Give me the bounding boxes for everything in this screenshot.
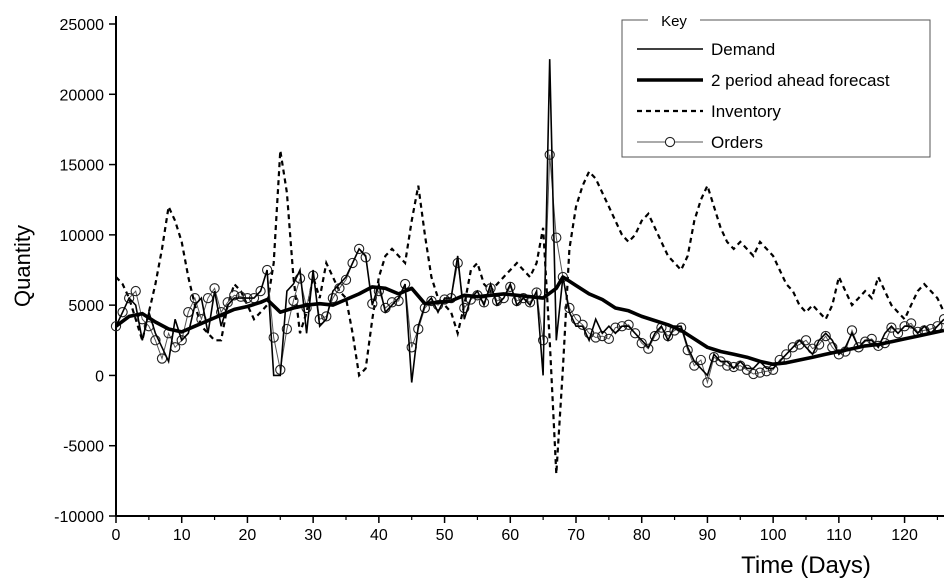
legend-label: Demand	[711, 40, 775, 59]
y-tick-label: 20000	[60, 87, 105, 104]
order-point	[800, 335, 812, 346]
order-point	[176, 335, 187, 346]
series-line	[114, 275, 944, 366]
x-ticks: 0 10 20 30 40 50 60 70 80 90 100 110 120	[112, 516, 939, 544]
x-tick-label: 10	[173, 527, 191, 544]
x-tick-label: 60	[501, 527, 519, 544]
x-tick-label: 40	[370, 527, 388, 544]
order-point	[551, 232, 562, 243]
series-orders	[110, 149, 944, 388]
y-tick-label: 25000	[60, 17, 105, 34]
y-axis-title: Quantity	[10, 225, 35, 307]
series-inventory	[115, 150, 944, 474]
legend-marker	[664, 136, 676, 148]
series-line	[115, 154, 944, 385]
legend-label: Orders	[711, 133, 763, 152]
x-axis-title: Time (Days)	[741, 552, 871, 579]
order-point	[590, 332, 601, 343]
order-point	[570, 314, 582, 325]
y-tick-label: 10000	[60, 228, 105, 245]
order-point	[123, 292, 135, 304]
legend-title-background	[648, 12, 700, 30]
order-point	[117, 307, 128, 318]
y-ticks: -10000 -5000 0 5000 10000 15000 20000 25000	[54, 17, 116, 526]
legend-frame	[621, 19, 931, 158]
order-point	[754, 367, 766, 378]
legend-title: Key	[661, 13, 687, 30]
legend-item: Inventory	[637, 102, 781, 121]
order-point	[577, 319, 588, 330]
order-point	[886, 322, 897, 333]
order-point	[288, 295, 299, 307]
order-point	[347, 257, 358, 269]
x-tick-label: 20	[239, 527, 257, 544]
order-point	[544, 149, 555, 160]
order-point	[202, 292, 214, 304]
x-tick-label: 0	[112, 527, 121, 544]
y-tick-label: -10000	[54, 509, 104, 526]
x-tick-label: 70	[567, 527, 585, 544]
order-point	[150, 335, 161, 346]
order-point	[761, 366, 772, 377]
order-point	[892, 328, 904, 339]
y-tick-label: -5000	[63, 439, 104, 456]
order-point	[110, 321, 122, 332]
y-tick-label: 5000	[68, 298, 104, 315]
x-tick-label: 100	[760, 527, 787, 544]
legend-item: 2 period ahead forecast	[637, 71, 890, 90]
legend-label: Inventory	[711, 102, 781, 121]
legend-item: Orders	[637, 133, 763, 152]
order-point	[643, 343, 654, 354]
series-demand	[115, 59, 944, 383]
plot-area	[110, 59, 944, 474]
y-tick-label: 0	[95, 368, 104, 385]
order-point	[781, 349, 792, 360]
order-point	[189, 292, 201, 304]
x-tick-label: 50	[436, 527, 454, 544]
x-tick-label: 120	[891, 527, 918, 544]
series-line	[115, 59, 944, 383]
order-point	[229, 290, 240, 301]
series-2-period-ahead-forecast	[114, 275, 944, 366]
order-point	[255, 285, 266, 297]
order-point	[728, 361, 739, 373]
x-tick-label: 110	[826, 527, 852, 544]
y-tick-label: 15000	[60, 158, 105, 175]
order-point	[603, 333, 615, 345]
order-point	[281, 323, 293, 335]
legend-items: Demand 2 period ahead forecast Inventory Or…	[637, 40, 890, 152]
order-point	[353, 243, 365, 255]
legend: Key Demand 2 period ahead forecast Invento…	[621, 12, 931, 158]
legend-label: 2 period ahead forecast	[711, 71, 890, 90]
x-tick-label: 90	[699, 527, 717, 544]
order-point	[321, 311, 332, 322]
series-line	[115, 150, 944, 474]
order-point	[629, 328, 641, 339]
order-point	[905, 318, 917, 329]
order-point	[695, 354, 707, 366]
order-point	[268, 332, 279, 343]
order-point	[938, 314, 944, 325]
legend-item: Demand	[637, 40, 775, 59]
x-tick-label: 80	[633, 527, 651, 544]
order-point	[636, 337, 647, 349]
order-point	[130, 285, 141, 297]
order-point	[649, 330, 661, 342]
order-point	[787, 342, 799, 353]
order-point	[386, 297, 398, 308]
order-point	[820, 330, 831, 342]
x-tick-label: 30	[304, 527, 322, 544]
order-point	[235, 291, 247, 302]
order-point	[623, 319, 634, 330]
order-point	[702, 377, 713, 388]
order-point	[748, 368, 759, 380]
